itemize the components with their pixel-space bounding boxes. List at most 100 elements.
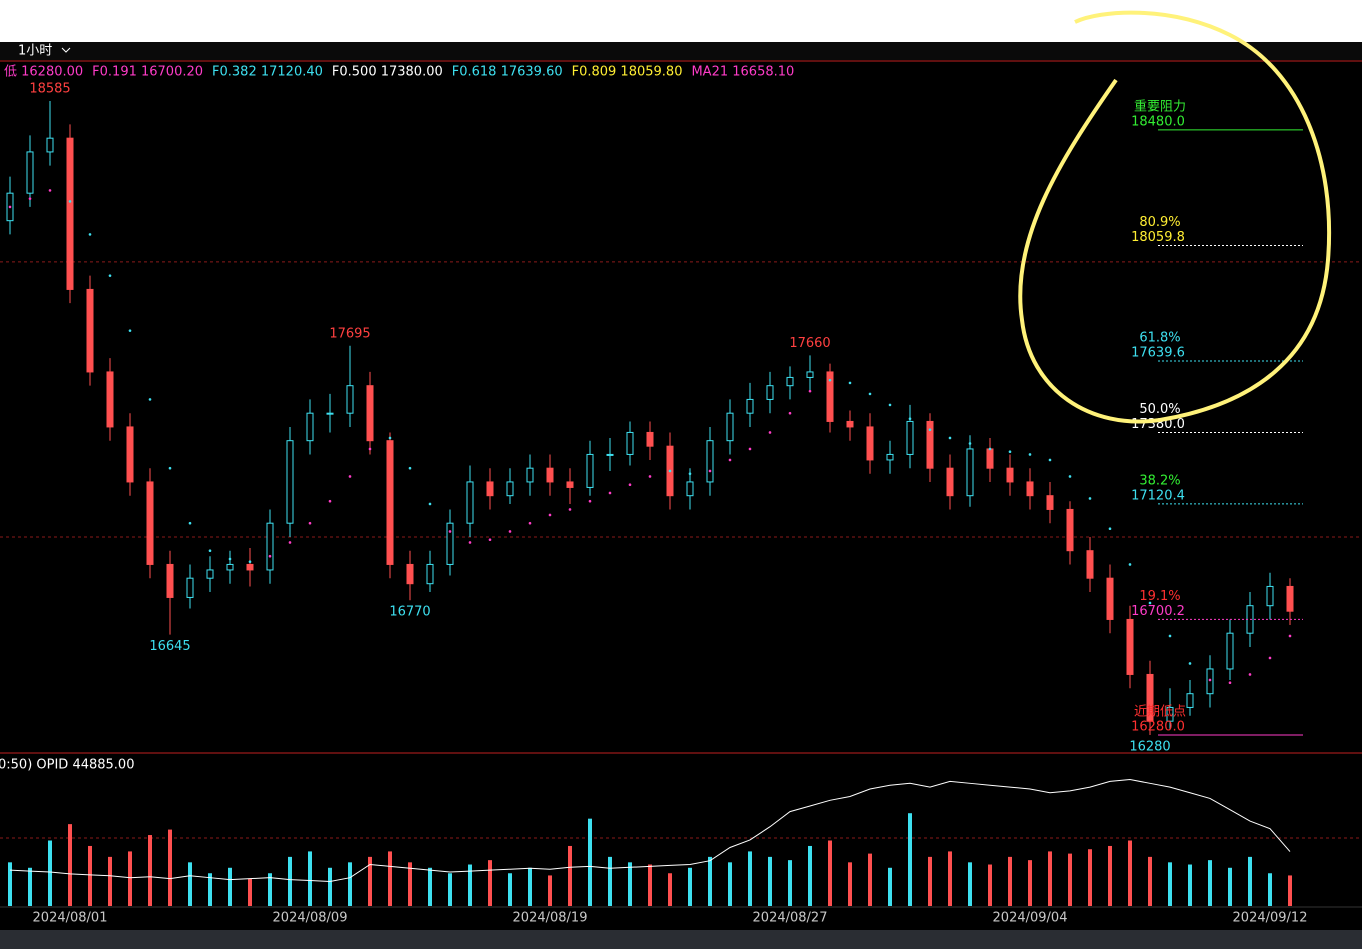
- legend-item: MA21 16658.10: [691, 65, 794, 80]
- ma-point: [788, 411, 792, 415]
- candle-body: [946, 467, 954, 497]
- volume-bar: [1088, 849, 1092, 906]
- ma-point: [808, 389, 812, 393]
- candle-body: [1066, 508, 1074, 552]
- candle-body: [166, 563, 174, 598]
- candle-body: [846, 420, 854, 428]
- volume-bar: [468, 864, 472, 906]
- volume-bar: [908, 813, 912, 906]
- volume-bar: [888, 867, 892, 906]
- plot: 2024/08/01 2024/08/09 2024/08/19 2024/08/27…: [0, 82, 1362, 926]
- volume-bar: [88, 845, 92, 906]
- volume-bar: [808, 845, 812, 906]
- level-value: 16280.0: [1131, 719, 1185, 734]
- trough-label: 16770: [389, 605, 430, 620]
- volume-bar: [648, 864, 652, 906]
- x-tick-label: 2024/08/01: [33, 911, 108, 926]
- ma-point: [268, 554, 272, 558]
- candle-body: [986, 448, 994, 469]
- candle-body: [806, 371, 814, 378]
- volume-bar: [928, 856, 932, 906]
- volume-bar: [168, 829, 172, 906]
- candle-body: [726, 412, 734, 442]
- candle-body: [606, 453, 614, 456]
- volume-bar: [788, 860, 792, 906]
- bottom-bar: [0, 930, 1362, 949]
- ma-point: [288, 541, 292, 544]
- ma-point: [128, 329, 132, 332]
- ma-point: [948, 436, 952, 440]
- ma-point: [1288, 634, 1292, 638]
- candle-body: [706, 440, 714, 483]
- ma-point: [48, 189, 52, 192]
- trough-label: 16645: [149, 639, 190, 654]
- candle-body: [466, 481, 474, 524]
- top-bar: [0, 0, 1362, 42]
- interval-selector[interactable]: 1小时: [18, 44, 52, 59]
- candle-body: [86, 288, 94, 373]
- candle-body: [266, 522, 274, 571]
- candle-body: [1226, 632, 1234, 670]
- legend-item: F0.382 17120.40: [212, 65, 323, 80]
- hand-drawn-circle: [1018, 10, 1332, 424]
- candle-body: [1026, 481, 1034, 497]
- level-value: 17639.6: [1131, 346, 1185, 361]
- level-value: 18480.0: [1131, 114, 1185, 129]
- volume-bar: [1248, 856, 1252, 906]
- candle-body: [1206, 668, 1214, 695]
- candle-body: [586, 453, 594, 488]
- peak-label: 17660: [789, 336, 830, 351]
- candle-body: [646, 431, 654, 447]
- ma-point: [148, 398, 152, 401]
- ma-point: [248, 560, 252, 563]
- ma-point: [728, 458, 732, 462]
- ma-point: [68, 200, 72, 203]
- candle-body: [406, 563, 414, 585]
- ma-point: [1148, 601, 1152, 605]
- volume-bar: [228, 867, 232, 906]
- volume-bar: [128, 851, 132, 906]
- volume-bar: [48, 840, 52, 906]
- legend-item: F0.500 17380.00: [332, 65, 443, 80]
- candle-body: [826, 371, 834, 422]
- volume-bar: [1068, 853, 1072, 906]
- level-name: 61.8%: [1139, 331, 1180, 346]
- ma-point: [528, 521, 532, 525]
- candle-body: [906, 420, 914, 455]
- ma-point: [328, 499, 332, 503]
- candle-body: [1266, 585, 1274, 607]
- ma-point: [1028, 453, 1032, 456]
- ma-point: [848, 381, 852, 385]
- volume-bar: [1288, 875, 1292, 906]
- toolbar: [0, 42, 1362, 60]
- legend-item: F0.809 18059.80: [572, 65, 683, 80]
- ma-point: [708, 469, 712, 473]
- volume-bar: [268, 873, 272, 906]
- dropdown-arrow[interactable]: [61, 47, 71, 53]
- peak-label: 17695: [329, 326, 370, 341]
- candle-body: [1106, 577, 1114, 620]
- candle-body: [546, 467, 554, 483]
- legend-item: F0.191 16700.20: [92, 65, 203, 80]
- ma-point: [828, 378, 832, 382]
- x-tick-label: 2024/08/27: [753, 911, 828, 926]
- ma-point: [428, 502, 432, 506]
- ma-point: [1168, 634, 1172, 638]
- candle-body: [1186, 693, 1194, 708]
- candle-body: [966, 448, 974, 497]
- candle-body: [566, 481, 574, 488]
- ma-point: [208, 549, 212, 552]
- volume-bar: [328, 867, 332, 906]
- ma-point: [768, 431, 772, 434]
- ma-point: [1128, 563, 1132, 566]
- ma-point: [108, 274, 112, 277]
- candle-body: [386, 440, 394, 565]
- volume-bar: [828, 840, 832, 906]
- candle-body: [506, 481, 514, 497]
- ma-point: [188, 521, 192, 525]
- volume-bar: [68, 824, 72, 906]
- volume-bar: [948, 851, 952, 906]
- volume-bar: [348, 862, 352, 906]
- volume-bar: [748, 851, 752, 906]
- candle-body: [1126, 618, 1134, 675]
